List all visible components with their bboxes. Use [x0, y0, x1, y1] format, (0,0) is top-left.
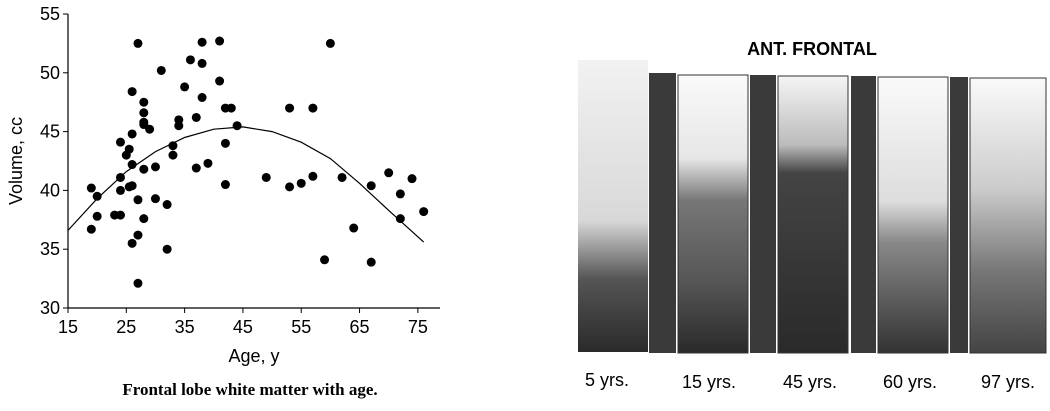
point	[325, 38, 335, 48]
panel	[677, 74, 749, 354]
point	[133, 230, 143, 240]
point	[296, 178, 306, 188]
point	[419, 207, 429, 217]
point	[127, 87, 137, 97]
histology-image: ANT. FRONTAL 5 yrs. 15 yrs. 45 yrs. 60 y…	[578, 39, 1047, 392]
point	[124, 144, 134, 154]
point	[127, 129, 137, 139]
x-tick-label: 65	[350, 317, 370, 337]
point	[139, 97, 149, 107]
point	[168, 141, 178, 151]
point	[226, 103, 236, 113]
x-tick-label: 75	[408, 317, 428, 337]
point	[185, 55, 195, 65]
x-axis-title: Age, y	[228, 346, 279, 366]
x-tick-label: 45	[233, 317, 253, 337]
point	[395, 214, 405, 224]
point	[150, 162, 160, 172]
divider	[851, 76, 876, 353]
point	[308, 103, 318, 113]
point	[232, 121, 242, 131]
caption: Frontal lobe white matter with age.	[122, 380, 377, 399]
y-axis-title: Volume, cc	[6, 117, 26, 205]
point	[395, 189, 405, 199]
point	[115, 137, 125, 147]
point	[384, 168, 394, 178]
scatter-chart: Age, y Volume, cc Frontal lobe white mat…	[6, 4, 440, 399]
point	[139, 164, 149, 174]
point	[150, 194, 160, 204]
x-tick-label: 25	[116, 317, 136, 337]
panel	[777, 75, 849, 354]
fit-curve	[67, 126, 425, 243]
point	[308, 171, 318, 181]
point	[197, 58, 207, 68]
panel-title: ANT. FRONTAL	[747, 39, 877, 59]
point	[115, 185, 125, 195]
x-tick-label: 35	[175, 317, 195, 337]
point	[139, 108, 149, 118]
y-tick-label: 55	[40, 4, 60, 24]
point	[162, 244, 172, 254]
point	[191, 112, 201, 122]
point	[156, 65, 166, 75]
point	[191, 163, 201, 173]
panel-label: 45 yrs.	[783, 372, 837, 392]
point	[215, 36, 225, 46]
x-tick-label: 55	[291, 317, 311, 337]
point	[261, 172, 271, 182]
point	[180, 82, 190, 92]
point	[133, 278, 143, 288]
x-tick-label: 15	[58, 317, 78, 337]
point	[115, 210, 125, 220]
point	[285, 103, 295, 113]
point	[139, 214, 149, 224]
divider	[649, 73, 676, 353]
point	[215, 76, 225, 86]
y-tick-label: 40	[40, 180, 60, 200]
point	[133, 38, 143, 48]
point	[197, 37, 207, 47]
point	[92, 191, 102, 201]
point	[127, 238, 137, 248]
point	[133, 195, 143, 205]
point	[337, 172, 347, 182]
panel	[578, 60, 648, 352]
point	[220, 138, 230, 148]
point	[92, 211, 102, 221]
point	[197, 92, 207, 102]
divider	[950, 77, 968, 353]
y-tick-label: 50	[40, 63, 60, 83]
panel-label: 15 yrs.	[682, 372, 736, 392]
panel-label: 97 yrs.	[981, 372, 1035, 392]
point	[407, 174, 417, 184]
divider	[750, 75, 776, 353]
point	[366, 257, 376, 267]
point	[220, 180, 230, 190]
point	[349, 223, 359, 233]
panel	[969, 77, 1047, 354]
point	[366, 181, 376, 191]
panel-label: 60 yrs.	[883, 372, 937, 392]
y-tick-label: 45	[40, 122, 60, 142]
point	[127, 181, 137, 191]
point	[162, 200, 172, 210]
panel-label: 5 yrs.	[585, 370, 629, 390]
point	[174, 121, 184, 131]
y-tick-label: 35	[40, 239, 60, 259]
point	[203, 158, 213, 168]
point	[320, 255, 330, 265]
panel	[877, 76, 949, 354]
point	[86, 183, 96, 193]
point	[145, 124, 155, 134]
point	[86, 224, 96, 234]
y-tick-label: 30	[40, 298, 60, 318]
point	[168, 150, 178, 160]
point	[285, 182, 295, 192]
